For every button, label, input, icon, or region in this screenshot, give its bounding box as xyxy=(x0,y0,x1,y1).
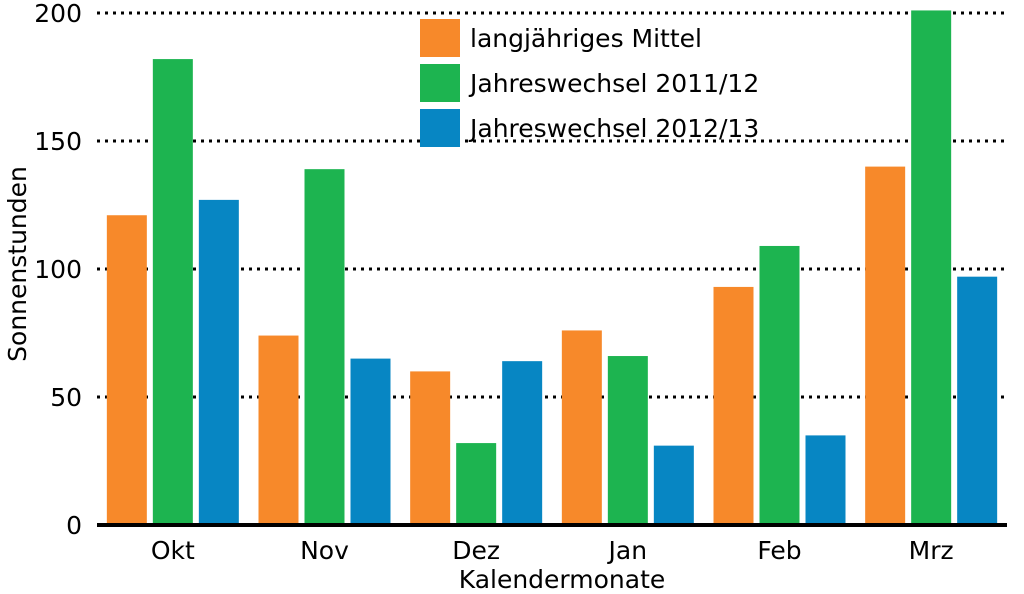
bar-mrz-series-2 xyxy=(911,10,952,525)
bars xyxy=(106,10,998,526)
bar-jan-series-3 xyxy=(653,445,694,525)
x-tick-label: Jan xyxy=(607,536,648,565)
bar-mrz-series-3 xyxy=(957,276,998,525)
bar-okt-series-3 xyxy=(198,199,239,525)
bar-dez-series-2 xyxy=(456,443,497,525)
y-axis-ticks: 0 50 100 150 200 xyxy=(34,0,82,540)
legend-swatch xyxy=(420,19,460,57)
bar-feb-series-3 xyxy=(805,435,846,525)
bar-nov-series-3 xyxy=(350,358,391,525)
bar-jan-series-1 xyxy=(561,330,602,525)
legend: langjähriges Mittel Jahreswechsel 2011/12… xyxy=(420,19,759,147)
x-tick-label: Mrz xyxy=(909,536,954,565)
x-tick-label: Feb xyxy=(757,536,801,565)
y-tick-label: 0 xyxy=(66,511,82,540)
y-tick-label: 150 xyxy=(34,127,82,156)
bar-okt-series-2 xyxy=(152,59,193,526)
x-axis-label: Kalendermonate xyxy=(459,565,666,594)
bar-jan-series-2 xyxy=(607,356,648,525)
y-tick-label: 200 xyxy=(34,0,82,28)
y-tick-label: 100 xyxy=(34,255,82,284)
legend-label: langjähriges Mittel xyxy=(470,24,702,53)
bar-okt-series-1 xyxy=(106,215,147,526)
bar-dez-series-3 xyxy=(502,361,543,525)
x-tick-label: Nov xyxy=(300,536,349,565)
x-tick-label: Okt xyxy=(151,536,195,565)
bar-dez-series-1 xyxy=(410,371,451,525)
bar-mrz-series-1 xyxy=(865,166,906,525)
legend-label: Jahreswechsel 2012/13 xyxy=(468,114,759,143)
y-tick-label: 50 xyxy=(50,383,82,412)
x-axis-ticks: Okt Nov Dez Jan Feb Mrz xyxy=(151,536,954,565)
x-tick-label: Dez xyxy=(452,536,500,565)
legend-swatch xyxy=(420,64,460,102)
legend-swatch xyxy=(420,109,460,147)
legend-label: Jahreswechsel 2011/12 xyxy=(468,69,759,98)
bar-nov-series-2 xyxy=(304,169,345,525)
bar-nov-series-1 xyxy=(258,335,299,525)
bar-feb-series-1 xyxy=(713,286,754,525)
y-axis-label: Sonnenstunden xyxy=(3,166,32,362)
bar-feb-series-2 xyxy=(759,245,800,525)
